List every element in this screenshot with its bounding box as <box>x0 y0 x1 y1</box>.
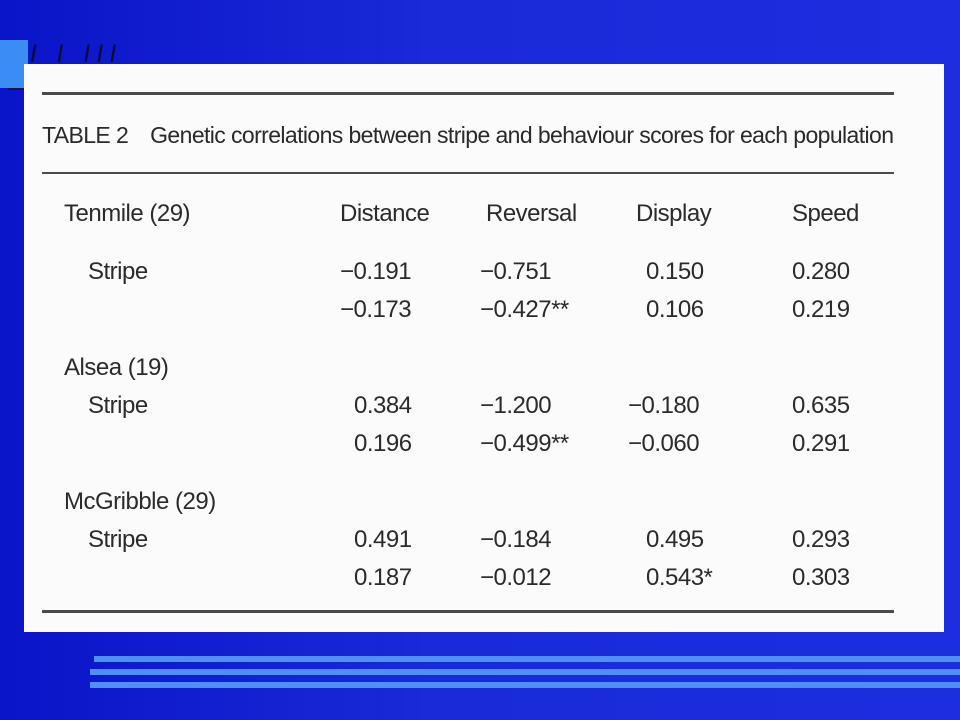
group-name: McGribble (29) <box>64 488 216 515</box>
decorative-stripes <box>90 656 960 692</box>
table-caption: TABLE 2 Genetic correlations between stri… <box>42 122 894 149</box>
table-panel: TABLE 2 Genetic correlations between stri… <box>24 64 944 632</box>
slide-accent-tab <box>0 40 28 88</box>
table-cell: −0.427** <box>480 296 569 323</box>
table-cell: 0.291 <box>792 430 850 457</box>
table-cell: 0.495 <box>646 526 704 553</box>
table-cell: 0.219 <box>792 296 850 323</box>
table-cell: 0.187 <box>354 564 412 591</box>
table-cell: 0.303 <box>792 564 850 591</box>
group-name: Alsea (19) <box>64 354 169 381</box>
table-cell: −0.751 <box>480 258 552 285</box>
table-cell: 0.150 <box>646 258 704 285</box>
table-cell: −0.499** <box>480 430 569 457</box>
table-top-rule <box>42 92 894 95</box>
table-cell: −0.173 <box>340 296 412 323</box>
table-caption-text: Genetic correlations between stripe and … <box>150 122 894 148</box>
table-cell: −0.191 <box>340 258 412 285</box>
table-bottom-rule <box>42 610 894 613</box>
table-cell: 0.293 <box>792 526 850 553</box>
slide-accent-line <box>8 88 26 90</box>
table-cell: 0.491 <box>354 526 412 553</box>
column-header-distance: Distance <box>340 200 430 227</box>
table-cell: −0.180 <box>628 392 700 419</box>
column-header-reversal: Reversal <box>486 200 577 227</box>
table-cell: 0.384 <box>354 392 412 419</box>
stripe <box>90 669 960 675</box>
stripe <box>94 656 960 662</box>
group-name: Tenmile (29) <box>64 200 191 227</box>
table-cell: 0.543* <box>646 564 713 591</box>
table-cell: −0.012 <box>480 564 552 591</box>
column-header-display: Display <box>636 200 712 227</box>
table-cell: 0.280 <box>792 258 850 285</box>
table-cell: −0.060 <box>628 430 700 457</box>
column-header-speed: Speed <box>792 200 859 227</box>
table-cell: −1.200 <box>480 392 552 419</box>
table-cell: 0.196 <box>354 430 412 457</box>
table-header-rule <box>42 172 894 174</box>
stripe <box>90 682 960 688</box>
row-label: Stripe <box>88 526 148 553</box>
table-cell: 0.635 <box>792 392 850 419</box>
table-cell: −0.184 <box>480 526 552 553</box>
table-label: TABLE 2 <box>42 122 129 148</box>
row-label: Stripe <box>88 258 148 285</box>
row-label: Stripe <box>88 392 148 419</box>
table-cell: 0.106 <box>646 296 704 323</box>
